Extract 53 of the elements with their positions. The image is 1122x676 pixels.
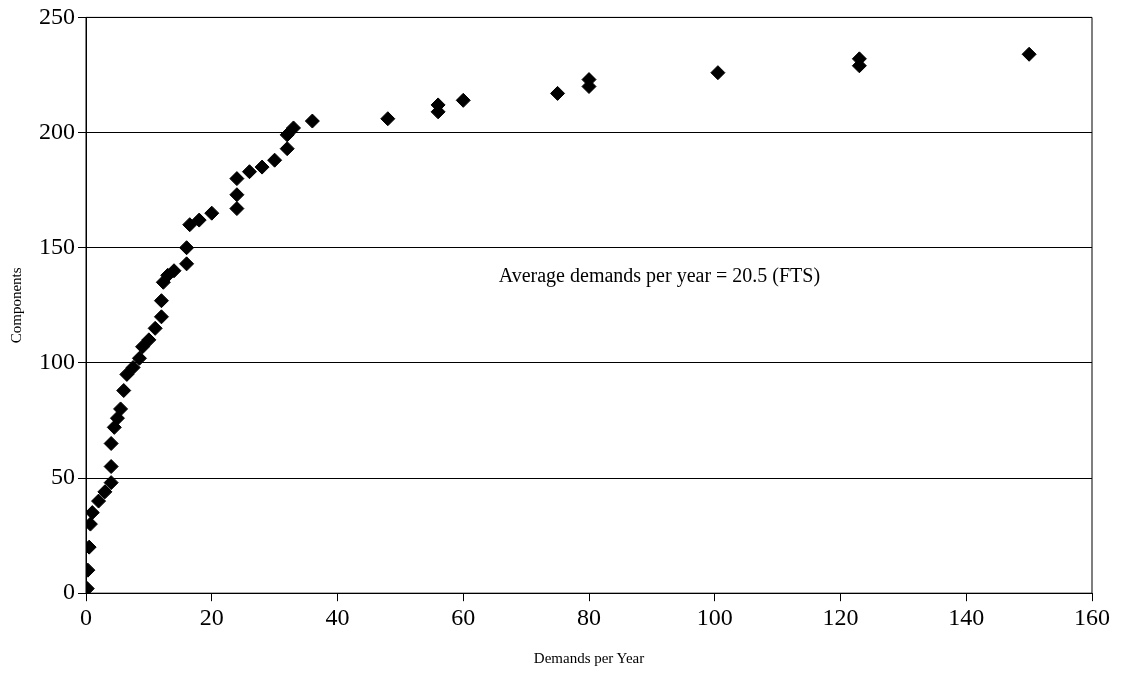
point — [86, 505, 100, 521]
point — [147, 320, 163, 336]
x-axis-title: Demands per Year — [533, 649, 645, 666]
point — [254, 159, 270, 175]
point — [229, 201, 245, 217]
point — [182, 217, 198, 233]
point — [279, 141, 295, 157]
point — [153, 309, 169, 325]
point — [135, 339, 151, 355]
point — [241, 164, 257, 180]
y-tick-label: 200 — [39, 117, 75, 144]
y-axis-title: Components — [7, 267, 24, 344]
x-tick-label: 120 — [822, 603, 859, 630]
y-tick-label: 0 — [63, 578, 75, 605]
x-tick-label: 140 — [948, 603, 985, 630]
y-tick-label: 150 — [39, 233, 75, 260]
point — [380, 111, 396, 127]
point — [550, 85, 566, 101]
point — [153, 293, 169, 309]
point — [710, 65, 726, 81]
point — [285, 120, 301, 136]
point — [304, 113, 320, 129]
point — [179, 240, 195, 256]
point — [179, 256, 195, 272]
x-tick-label: 0 — [80, 603, 92, 630]
point — [116, 383, 132, 399]
y-tick-label: 50 — [51, 463, 75, 490]
annotation: Average demands per year = 20.5 (FTS) — [498, 263, 821, 287]
point — [204, 205, 220, 221]
point — [166, 263, 182, 279]
point — [125, 359, 141, 375]
x-tick-label: 100 — [696, 603, 733, 630]
x-tick-label: 60 — [451, 603, 476, 630]
point — [91, 493, 107, 509]
point — [455, 92, 471, 108]
point — [131, 350, 147, 366]
point — [103, 459, 119, 475]
y-tick-label: 100 — [39, 348, 75, 375]
point — [191, 212, 207, 228]
y-tick-label: 250 — [39, 2, 75, 29]
point — [229, 187, 245, 203]
point — [1021, 46, 1037, 62]
point — [103, 435, 119, 451]
x-tick-label: 40 — [325, 603, 350, 630]
x-tick-label: 80 — [577, 603, 601, 630]
x-tick-label: 20 — [199, 603, 224, 630]
point — [113, 401, 129, 417]
point — [229, 171, 245, 187]
point — [103, 475, 119, 491]
point — [267, 152, 283, 168]
point — [97, 484, 113, 500]
x-tick-label: 160 — [1074, 603, 1110, 630]
point — [141, 332, 157, 348]
